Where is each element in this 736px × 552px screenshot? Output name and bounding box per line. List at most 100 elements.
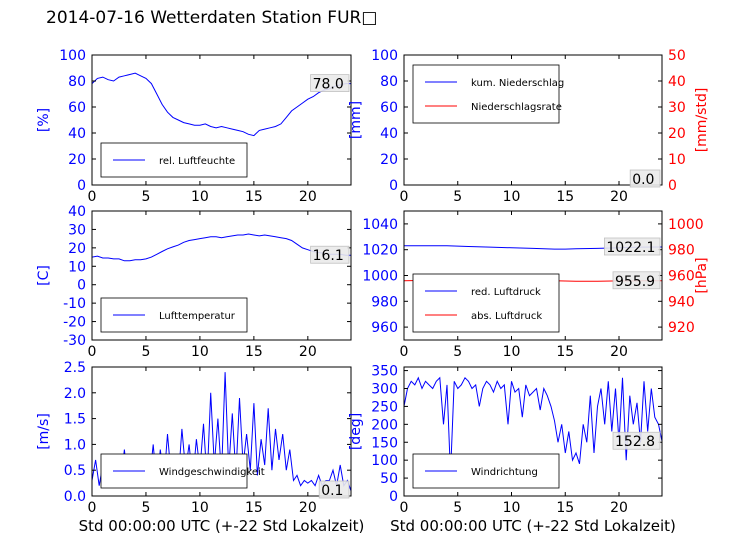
y2-tick-label: 30: [668, 100, 686, 116]
y-tick-label: -10: [63, 296, 86, 312]
y-tick-label: 1040: [362, 217, 398, 233]
annotation-text: 78.0: [313, 77, 344, 93]
x-tick-label: 0: [88, 189, 97, 205]
subplot-4: 0 5 10 15 20 960 980 1000 1020 1040 920 940 960 980 10…: [362, 210, 710, 360]
y-tick-label: 0: [77, 178, 86, 194]
y-tick-label: 100: [59, 48, 86, 64]
x-axis-label: Std 00:00:00 UTC (+-22 Std Lokalzeit): [390, 517, 676, 535]
axes-frame: [403, 54, 663, 186]
y-tick-label: 1.5: [64, 412, 86, 428]
y-tick-label: 60: [380, 100, 398, 116]
y-tick-label: -20: [63, 315, 86, 331]
annotation-box: [604, 237, 661, 256]
y-tick-label: 1020: [362, 243, 398, 259]
y-tick-label: 40: [68, 204, 86, 220]
y-tick-label: 2.5: [64, 360, 86, 376]
y-tick-label: 1000: [362, 269, 398, 285]
y-tick-label: 100: [371, 48, 398, 64]
legend: kum. Niederschlag Niederschlagsrate: [412, 64, 564, 124]
y-tick-label: 0: [389, 178, 398, 194]
x-tick-label: 0: [88, 344, 97, 360]
y2-tick-label: 980: [668, 243, 695, 259]
x-tick-label: 0: [400, 189, 409, 205]
annotation-text: 16.1: [313, 248, 344, 264]
y2-tick-label: 920: [668, 320, 695, 336]
y-tick-label: 50: [380, 471, 398, 487]
axes-frame: [91, 366, 352, 497]
legend-box: [412, 273, 560, 333]
legend: red. Luftdruck abs. Luftdruck: [412, 273, 560, 333]
x-tick-label: 20: [610, 189, 628, 205]
y2-tick-label: 20: [668, 126, 686, 142]
legend-box: [412, 64, 560, 124]
x-tick-label: 20: [299, 189, 317, 205]
y-axis-label: [deg]: [348, 413, 364, 450]
y-axis-label: [mm]: [348, 101, 364, 139]
subplot-5: 0 5 10 15 20 0.0 0.5 1.0 1.5 2.0 2.5 [m/s] Windgesch…: [36, 360, 352, 516]
figure-title: 2014-07-16 Wetterdaten Station FUR□: [46, 8, 378, 28]
x-axis-label: Std 00:00:00 UTC (+-22 Std Lokalzeit): [79, 517, 365, 535]
x-tick-label: 15: [556, 344, 574, 360]
axes-frame: [403, 366, 663, 497]
annotation-text: 1022.1: [606, 240, 655, 256]
legend: Windgeschwindigkeit: [100, 453, 265, 489]
y-axis-label: [m/s]: [36, 413, 52, 450]
value-annotation: 955.9: [612, 271, 661, 290]
y-tick-label: 10: [68, 259, 86, 275]
x-tick-label: 10: [503, 344, 521, 360]
y-tick-label: 980: [371, 294, 398, 310]
x-tick-label: 0: [400, 344, 409, 360]
y2-axis-label: [hPa]: [694, 257, 710, 293]
legend: rel. Luftfeuchte: [100, 142, 248, 178]
y-tick-label: 100: [371, 453, 398, 469]
y-tick-label: 1.0: [64, 437, 86, 453]
x-tick-label: 15: [245, 189, 263, 205]
x-tick-label: 0: [400, 500, 409, 516]
y-tick-label: 20: [380, 152, 398, 168]
y-tick-label: 80: [68, 74, 86, 90]
x-tick-label: 0: [88, 500, 97, 516]
y-tick-label: 20: [68, 152, 86, 168]
y-tick-label: 960: [371, 320, 398, 336]
legend-entry: red. Luftdruck: [471, 287, 541, 298]
x-tick-label: 5: [141, 500, 150, 516]
x-tick-label: 5: [141, 189, 150, 205]
y-tick-label: 150: [371, 435, 398, 451]
x-tick-label: 5: [141, 344, 150, 360]
annotation-box: [318, 480, 350, 499]
annotation-box: [629, 169, 661, 188]
annotation-box: [612, 431, 661, 450]
y2-tick-label: 1000: [668, 217, 704, 233]
series-line-1: [92, 233, 351, 262]
y2-axis-label: [mm/std]: [694, 88, 710, 153]
legend-entry: Windgeschwindigkeit: [159, 467, 265, 478]
x-tick-label: 20: [299, 344, 317, 360]
x-tick-label: 15: [245, 344, 263, 360]
y2-tick-label: 0: [668, 178, 677, 194]
x-tick-label: 5: [453, 189, 462, 205]
value-annotation: 16.1: [310, 245, 350, 264]
legend-box: [100, 453, 248, 489]
subplot-6: 0 5 10 15 20050100150200250300350[deg]Windri…: [348, 364, 663, 516]
x-tick-label: 20: [299, 500, 317, 516]
y2-tick-label: 40: [668, 74, 686, 90]
x-tick-label: 10: [191, 344, 209, 360]
value-annotation: 0.0: [629, 169, 661, 188]
x-tick-label: 10: [191, 189, 209, 205]
y-tick-label: -30: [63, 333, 86, 349]
legend-entry: abs. Luftdruck: [471, 311, 542, 322]
y-tick-label: 40: [380, 126, 398, 142]
y2-tick-label: 940: [668, 294, 695, 310]
y-tick-label: 250: [371, 399, 398, 415]
subplot-2: 0 5 10 15 20 0 20 40 60 80 100 0 10 20 30 40 50 [mm] [mm/s…: [348, 48, 710, 205]
x-tick-label: 15: [556, 500, 574, 516]
subplot-3: 0 5 10 15 20 -30 -20 -10 0 10 20 30 40 [C] Lufttempera…: [36, 204, 352, 360]
y-tick-label: 0.5: [64, 463, 86, 479]
y-tick-label: 0.0: [64, 489, 86, 505]
y-tick-label: 0: [77, 278, 86, 294]
axes-frame: [91, 54, 352, 186]
legend: Lufttemperatur: [100, 297, 248, 333]
x-tick-label: 5: [453, 344, 462, 360]
annotation-box: [310, 74, 350, 92]
